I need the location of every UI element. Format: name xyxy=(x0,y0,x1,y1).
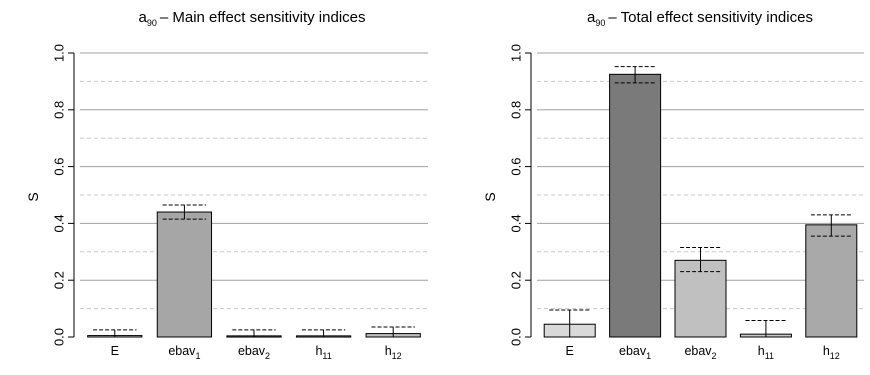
category-label-sub: 11 xyxy=(322,351,331,361)
category-label-base: E xyxy=(566,344,574,358)
chart-title: a90– Total effect sensitivity indices xyxy=(587,9,813,28)
bar xyxy=(674,259,727,338)
category-label-base: h xyxy=(315,344,322,358)
chart-title-text: – Total effect sensitivity indices xyxy=(608,9,813,26)
y-tick-label: 0.8 xyxy=(508,101,523,119)
category-label-base: h xyxy=(385,344,392,358)
category-label-base: ebav xyxy=(619,344,647,358)
y-tick-label: 0.8 xyxy=(51,101,66,119)
y-axis-label: S xyxy=(25,192,41,201)
category-label: ebav2 xyxy=(238,344,270,361)
y-tick-label: 0.6 xyxy=(51,158,66,176)
y-axis-label: S xyxy=(482,192,498,201)
y-tick-label: 0.6 xyxy=(508,158,523,176)
category-label: E xyxy=(566,344,574,358)
category-label: h12 xyxy=(385,344,402,361)
category-label: ebav1 xyxy=(619,344,651,361)
category-label-base: E xyxy=(111,344,119,358)
y-tick-label: 0.0 xyxy=(51,328,66,346)
chart-title-var: a xyxy=(138,9,147,26)
category-label: h12 xyxy=(823,344,840,361)
y-tick-label: 0.0 xyxy=(508,328,523,346)
category-label-sub: 12 xyxy=(392,351,402,361)
chart-title-text: – Main effect sensitivity indices xyxy=(160,9,366,26)
category-label: ebav2 xyxy=(684,344,716,361)
chart-title-var: a xyxy=(587,9,596,26)
y-tick-label: 0.4 xyxy=(508,214,523,232)
category-label-sub: 11 xyxy=(765,351,774,361)
y-tick-label: 0.2 xyxy=(51,271,66,289)
chart-title-var-sub: 90 xyxy=(147,18,157,28)
category-label: h11 xyxy=(315,344,331,361)
category-label-base: ebav xyxy=(684,344,712,358)
category-label-sub: 2 xyxy=(265,351,270,361)
category-label-base: h xyxy=(758,344,765,358)
y-tick-label: 0.4 xyxy=(51,214,66,232)
chart-title: a90– Main effect sensitivity indices xyxy=(138,9,365,28)
category-label-base: ebav xyxy=(168,344,196,358)
category-label: ebav1 xyxy=(168,344,200,361)
category-label-sub: 1 xyxy=(646,351,651,361)
y-tick-label: 0.2 xyxy=(508,271,523,289)
category-label: E xyxy=(111,344,119,358)
category-label-sub: 2 xyxy=(712,351,717,361)
category-label: h11 xyxy=(758,344,774,361)
y-tick-label: 1.0 xyxy=(51,44,66,62)
bar xyxy=(805,224,858,338)
category-label-sub: 1 xyxy=(195,351,200,361)
category-label-sub: 12 xyxy=(830,351,840,361)
category-label-base: ebav xyxy=(238,344,266,358)
chart-title-var-sub: 90 xyxy=(595,18,605,28)
bar xyxy=(609,73,662,338)
category-label-base: h xyxy=(823,344,830,358)
y-tick-label: 1.0 xyxy=(508,44,523,62)
bar xyxy=(156,211,213,338)
